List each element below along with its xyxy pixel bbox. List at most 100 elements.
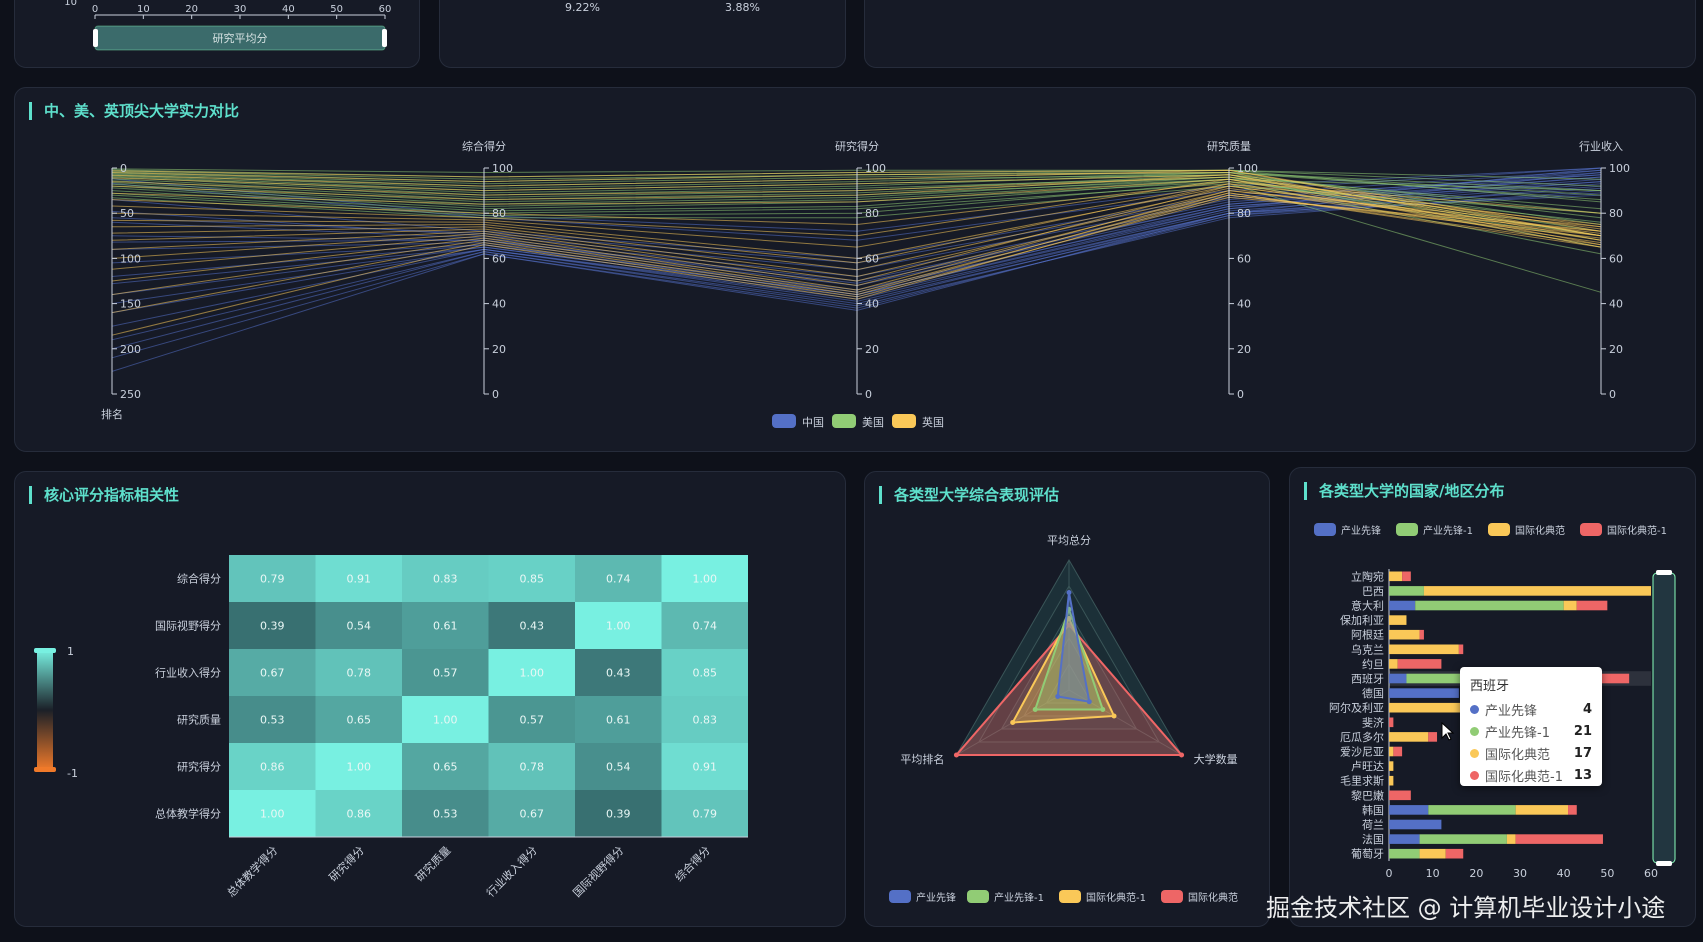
bar-datazoom-slider: [1652, 572, 1676, 864]
bar-y-label: 保加利亚: [1340, 613, 1384, 627]
legend-swatch: [892, 414, 916, 428]
heatmap-cell-label: 0.65: [347, 714, 372, 727]
bar-y-label: 法国: [1362, 832, 1384, 846]
legend-label: 产业先锋: [916, 891, 956, 904]
heatmap-x-label: 研究得分: [326, 843, 367, 884]
parallel-axis-tick-label: 100: [120, 252, 141, 265]
tooltip-row: 产业先锋-1 21: [1470, 720, 1592, 742]
parallel-axis-tick-label: 100: [492, 162, 513, 175]
bar-segment-产业先锋-1: [1389, 586, 1424, 596]
legend-swatch: [1396, 523, 1418, 536]
parallel-axis-tick-label: 80: [1609, 207, 1623, 220]
tooltip-row-value: 4: [1582, 701, 1592, 717]
radar-point: [1032, 707, 1038, 712]
top-left-slider-chart: 10 0 10 20 30 40 50 60 研究平均分: [64, 0, 392, 51]
heatmap-cell: [488, 602, 575, 649]
bar-segment-产业先锋-1: [1428, 805, 1516, 815]
bar-datazoom-handle-bottom: [1656, 861, 1672, 866]
axis-tick-label: 20: [185, 4, 198, 15]
bar-segment-产业先锋: [1389, 834, 1420, 844]
bar-y-label: 巴西: [1362, 585, 1384, 598]
legend-swatch: [889, 890, 911, 903]
parallel-axis-tick-label: 0: [1609, 388, 1616, 401]
bar-segment-国际化典范: [1389, 629, 1420, 640]
heatmap-cell-label: 0.85: [520, 573, 545, 586]
bar-segment-国际化典范: [1419, 848, 1446, 859]
parallel-axis-tick-label: 40: [1237, 298, 1251, 311]
heatmap-cell: [575, 696, 662, 743]
bar-segment-产业先锋-1: [1415, 600, 1564, 611]
parallel-axis-name: 研究质量: [1207, 139, 1251, 153]
bar-segment-产业先锋-1: [1419, 834, 1507, 844]
bar-segment-产业先锋: [1389, 600, 1416, 611]
radar-point: [1179, 752, 1185, 758]
bar-y-label: 黎巴嫩: [1351, 788, 1384, 802]
heatmap-cell: [229, 790, 316, 837]
parallel-axis-tick-label: 40: [492, 298, 506, 311]
parallel-axis-tick-label: 250: [120, 388, 141, 401]
parallel-axis-tick-label: 20: [1609, 343, 1623, 356]
bar-y-label: 葡萄牙: [1351, 848, 1384, 861]
bar-y-label: 厄瓜多尔: [1340, 730, 1384, 744]
parallel-axis-name: 研究得分: [835, 139, 879, 153]
parallel-axis-tick-label: 0: [865, 388, 872, 401]
bar-y-label: 阿根廷: [1351, 628, 1384, 642]
bar-segment-国际化典范-1: [1393, 746, 1403, 757]
top-left-panel: 10 0 10 20 30 40 50 60 研究平均分: [14, 0, 420, 68]
slider-handle-left[interactable]: [93, 29, 98, 47]
heatmap-cell-label: 0.39: [260, 620, 285, 633]
heatmap-cell: [315, 743, 402, 790]
heatmap-cell-label: 0.53: [260, 714, 285, 727]
bar-segment-国际化典范-1: [1402, 571, 1411, 582]
parallel-axis-tick-label: 80: [865, 207, 879, 220]
parallel-axis-name: 排名: [101, 407, 123, 421]
parallel-axis-tick-label: 60: [1609, 252, 1623, 265]
heatmap-cell-label: 0.61: [433, 620, 458, 633]
heatmap-cell-label: 0.91: [347, 573, 372, 586]
axis-tick-label: 10: [137, 4, 150, 15]
bar-segment-国际化典范-1: [1445, 848, 1464, 859]
bar-segment-国际化典范: [1389, 644, 1459, 655]
bar-tooltip: 西班牙 产业先锋 4 产业先锋-1 21 国际化典范 17 国际化典范-1 13: [1460, 667, 1602, 786]
radar-point: [1066, 616, 1072, 621]
legend-swatch: [967, 890, 989, 903]
axis-tick-label: 50: [330, 4, 343, 15]
heatmap-x-label: 研究质量: [412, 843, 453, 884]
radar-indicator-label: 大学数量: [1194, 752, 1238, 766]
legend-label: 国际化典范: [1188, 891, 1238, 904]
heatmap-cell-label: 0.78: [347, 667, 372, 680]
heatmap-cell-label: 0.91: [693, 761, 718, 774]
top-middle-panel: 9.22% 3.88%: [439, 0, 846, 68]
parallel-axis-tick-label: 20: [492, 343, 506, 356]
legend-label: 国际化典范: [1515, 524, 1565, 537]
legend-label: 产业先锋-1: [1423, 524, 1473, 537]
legend-swatch: [772, 414, 796, 428]
heatmap-title: 核心评分指标相关性: [29, 486, 179, 504]
slider-handle-right[interactable]: [382, 29, 387, 47]
axis-tick-label: 30: [234, 4, 247, 15]
heatmap-cell-label: 1.00: [520, 667, 545, 680]
bar-y-label: 意大利: [1351, 599, 1384, 613]
heatmap-cell: [229, 555, 316, 602]
heatmap-cell: [229, 602, 316, 649]
heatmap-cell: [315, 790, 402, 837]
legend-dot-icon: [1470, 770, 1479, 780]
tooltip-row-value: 21: [1573, 723, 1592, 739]
axis-tick-label: 60: [379, 4, 392, 15]
heatmap-cell-label: 0.85: [693, 667, 718, 680]
legend-swatch: [1161, 890, 1183, 903]
heatmap-cell: [229, 743, 316, 790]
bar-x-tick-label: 0: [1386, 867, 1393, 880]
heatmap-cell: [402, 790, 489, 837]
bar-chart: 0 10 20 30 40 50 60立陶宛巴西意大利保加利亚阿根廷乌克兰约旦西班牙德国阿尔…: [1314, 523, 1676, 880]
bar-y-label: 韩国: [1362, 803, 1384, 817]
heatmap-y-label: 研究得分: [177, 760, 221, 774]
legend-label: 美国: [862, 416, 884, 429]
bar-segment-国际化典范: [1389, 775, 1394, 786]
bar-segment-国际化典范-1: [1576, 600, 1608, 611]
heatmap-chart: 0.79 0.91 0.83 0.85 0.74 1.00 0.39 0.54 0.61 0.43…: [34, 555, 748, 900]
heatmap-cell-label: 1.00: [606, 620, 631, 633]
heatmap-cell: [402, 555, 489, 602]
top-right-panel: [864, 0, 1696, 68]
